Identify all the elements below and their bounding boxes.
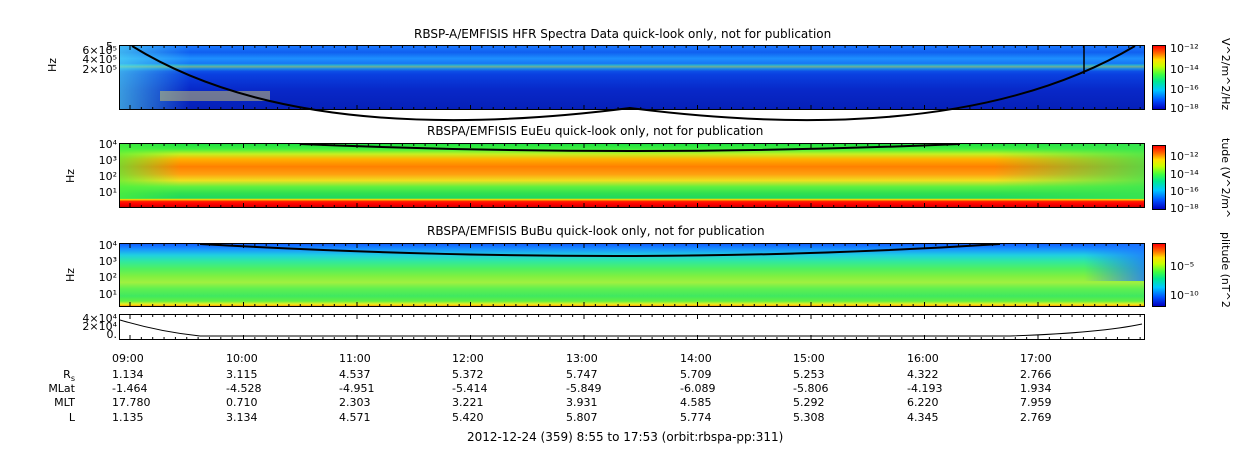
ephemeris-value: -5.849 [566, 382, 602, 395]
panel2-ytick: 10¹ [98, 186, 117, 199]
panel1-ytick: 6×10⁵ [82, 44, 117, 57]
panel1-title: RBSP-A/EMFISIS HFR Spectra Data quick-lo… [414, 27, 832, 41]
time-tick-label: 16:00 [907, 352, 939, 365]
ephemeris-value: -4.528 [226, 382, 262, 395]
panel1-ytick: 2×10⁵ [82, 63, 117, 76]
time-axis-ticks [129, 45, 1141, 340]
panel1-cbtick: 10⁻¹⁸ [1170, 102, 1199, 115]
panel3-boundary-curve [199, 243, 1001, 257]
eueu-spectrogram [119, 143, 1145, 208]
panel3-cbtick: 10⁻¹⁰ [1170, 289, 1199, 302]
time-tick-label: 14:00 [680, 352, 712, 365]
bubu-spectrogram [119, 243, 1145, 307]
ephemeris-value: 4.585 [680, 396, 712, 409]
panel4-ytick: 2×10⁴ [82, 320, 117, 333]
ephemeris-value: 5.774 [680, 411, 712, 424]
panel1-colorbar [1152, 45, 1166, 110]
panel2-ytick: 10² [98, 170, 117, 183]
time-tick-label: 12:00 [452, 352, 484, 365]
panel4-orbit-curve [119, 319, 1143, 337]
ephemeris-row-label: Rs [63, 368, 75, 384]
ephemeris-value: 2.766 [1020, 368, 1052, 381]
ephemeris-value: 2.769 [1020, 411, 1052, 424]
panel1-cbtick: 10⁻¹² [1170, 42, 1199, 55]
ephemeris-value: 4.537 [339, 368, 371, 381]
panel3-ytick: 10¹ [98, 288, 117, 301]
ephemeris-value: 1.934 [1020, 382, 1052, 395]
panel2-title: RBSPA/EMFISIS EuEu quick-look only, not … [427, 124, 764, 138]
panel2-cbtick: 10⁻¹² [1170, 150, 1199, 163]
ephemeris-value: 5.292 [793, 396, 825, 409]
time-tick-label: 15:00 [793, 352, 825, 365]
ephemeris-value: 3.221 [452, 396, 484, 409]
panel4-ytick: 4×10⁴ [82, 312, 117, 325]
panel1-ytick: 5 [106, 40, 113, 53]
ephemeris-value: 17.780 [112, 396, 151, 409]
panel1-ytick: 4×10⁵ [82, 53, 117, 66]
ephemeris-value: -6.089 [680, 382, 716, 395]
panel3-ytick: 10³ [98, 255, 117, 268]
panel3-title: RBSPA/EMFISIS BuBu quick-look only, not … [427, 224, 765, 238]
panel2-boundary-curve [299, 143, 961, 152]
panel3-ytick: 10² [98, 271, 117, 284]
panel2-cbtick: 10⁻¹⁴ [1170, 168, 1199, 181]
footer-caption: 2012-12-24 (359) 8:55 to 17:53 (orbit:rb… [467, 430, 784, 444]
ephemeris-value: 5.308 [793, 411, 825, 424]
ephemeris-value: 3.115 [226, 368, 258, 381]
ephemeris-value: -4.951 [339, 382, 375, 395]
ephemeris-value: 5.747 [566, 368, 598, 381]
ephemeris-value: -5.414 [452, 382, 488, 395]
time-tick-label: 11:00 [339, 352, 371, 365]
ephemeris-row-label: L [68, 411, 75, 424]
panel4-ytick: 0. [106, 328, 118, 341]
panel2-colorbar [1152, 145, 1166, 210]
panel2-ytick: 10⁴ [98, 138, 117, 151]
panel3-ytick: 10⁴ [98, 239, 117, 252]
ephemeris-value: 3.931 [566, 396, 598, 409]
panel2-cbtick: 10⁻¹⁶ [1170, 185, 1199, 198]
ephemeris-row-label: MLat [48, 382, 75, 395]
ephemeris-value: 3.134 [226, 411, 258, 424]
time-tick-label: 10:00 [226, 352, 258, 365]
ephemeris-value: 4.322 [907, 368, 939, 381]
ephemeris-row-label: MLT [54, 396, 75, 409]
ephemeris-value: 1.134 [112, 368, 144, 381]
time-tick-label: 17:00 [1020, 352, 1052, 365]
ephemeris-value: -5.806 [793, 382, 829, 395]
ephemeris-value: 5.420 [452, 411, 484, 424]
ephemeris-value: -4.193 [907, 382, 943, 395]
ephemeris-value: 6.220 [907, 396, 939, 409]
ephemeris-value: 5.372 [452, 368, 484, 381]
ephemeris-value: 5.807 [566, 411, 598, 424]
panel2-ytick: 10³ [98, 154, 117, 167]
time-tick-label: 13:00 [566, 352, 598, 365]
ephemeris-value: 2.303 [339, 396, 371, 409]
ephemeris-value: 0.710 [226, 396, 258, 409]
panel3-cbtick: 10⁻⁵ [1170, 260, 1195, 273]
panel1-cbtick: 10⁻¹⁴ [1170, 63, 1199, 76]
panel1-boundary-curve [131, 45, 1136, 122]
ephemeris-value: 7.959 [1020, 396, 1052, 409]
ephemeris-value: 1.135 [112, 411, 144, 424]
ephemeris-value: 5.709 [680, 368, 712, 381]
time-tick-label: 09:00 [112, 352, 144, 365]
panel2-cbtick: 10⁻¹⁸ [1170, 202, 1199, 215]
panel1-cbtick: 10⁻¹⁶ [1170, 83, 1199, 96]
panel3-colorbar [1152, 243, 1166, 307]
ephemeris-value: -1.464 [112, 382, 148, 395]
ephemeris-value: 5.253 [793, 368, 825, 381]
ephemeris-value: 4.571 [339, 411, 371, 424]
hfr-spectrogram [119, 45, 1145, 110]
ephemeris-value: 4.345 [907, 411, 939, 424]
